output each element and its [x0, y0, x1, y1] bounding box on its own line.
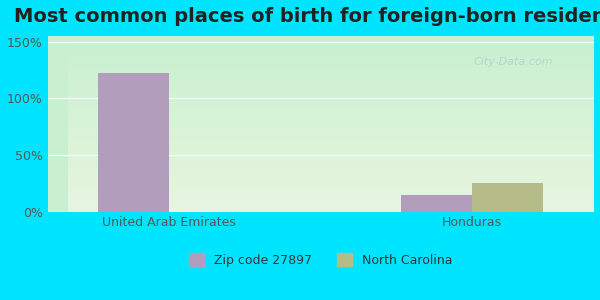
Bar — [401, 194, 472, 212]
Title: Most common places of birth for foreign-born residents: Most common places of birth for foreign-… — [14, 7, 600, 26]
Text: City-Data.com: City-Data.com — [473, 57, 553, 67]
Bar — [98, 73, 169, 212]
Bar — [472, 183, 542, 211]
Legend: Zip code 27897, North Carolina: Zip code 27897, North Carolina — [184, 248, 457, 272]
